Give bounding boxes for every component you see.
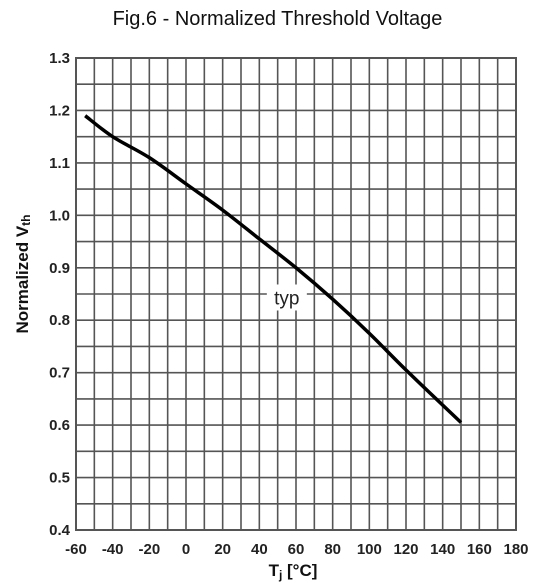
y-axis-title-main: Normalized V	[13, 225, 32, 333]
annotation-background	[266, 284, 307, 311]
series-line-typ	[84, 114, 463, 424]
x-axis-title-unit: [°C]	[282, 561, 317, 580]
grid	[75, 57, 517, 531]
x-tick-label: -60	[65, 541, 87, 558]
x-tick-label: 0	[182, 541, 190, 558]
series-layer	[84, 114, 463, 424]
y-tick-label: 0.8	[49, 312, 70, 329]
y-tick-label: 1.2	[49, 102, 70, 119]
plot-border	[75, 57, 517, 531]
y-tick-label: 1.3	[49, 50, 70, 67]
x-axis-title-subscript: j	[278, 568, 282, 582]
y-tick-label: 0.9	[49, 260, 70, 277]
x-tick-label: -20	[138, 541, 160, 558]
x-tick-label: 140	[430, 541, 455, 558]
y-tick-label: 0.7	[49, 365, 70, 382]
x-axis-title: Tj [°C]	[269, 561, 318, 582]
x-tick-label: 160	[467, 541, 492, 558]
y-tick-label: 0.5	[49, 470, 70, 487]
y-tick-label: 0.6	[49, 417, 70, 434]
annotation-layer: typ	[266, 284, 307, 311]
x-axis-title-main: T	[269, 561, 280, 580]
chart-title: Fig.6 - Normalized Threshold Voltage	[112, 8, 443, 30]
x-tick-label: 80	[324, 541, 341, 558]
x-tick-label: 180	[503, 541, 528, 558]
x-tick-label: -40	[102, 541, 124, 558]
x-tick-label: 60	[288, 541, 305, 558]
y-tick-label: 0.4	[49, 522, 71, 539]
x-tick-label: 100	[357, 541, 382, 558]
x-tick-labels: -60 -40 -20 0 20 40 60 80 100 120 140 160 180	[65, 541, 528, 558]
y-tick-labels: 0.4 0.5 0.6 0.7 0.8 0.9 1.0 1.1 1.2 1.3	[49, 50, 71, 539]
annotation-typ-label: typ	[274, 288, 299, 309]
plot-frame	[75, 57, 517, 531]
x-tick-label: 120	[393, 541, 418, 558]
y-axis-title: Normalized Vth	[13, 214, 33, 333]
x-tick-label: 20	[214, 541, 231, 558]
y-axis-title-subscript: th	[19, 214, 33, 225]
y-tick-label: 1.1	[49, 155, 70, 172]
y-tick-label: 1.0	[49, 207, 70, 224]
x-tick-label: 40	[251, 541, 268, 558]
